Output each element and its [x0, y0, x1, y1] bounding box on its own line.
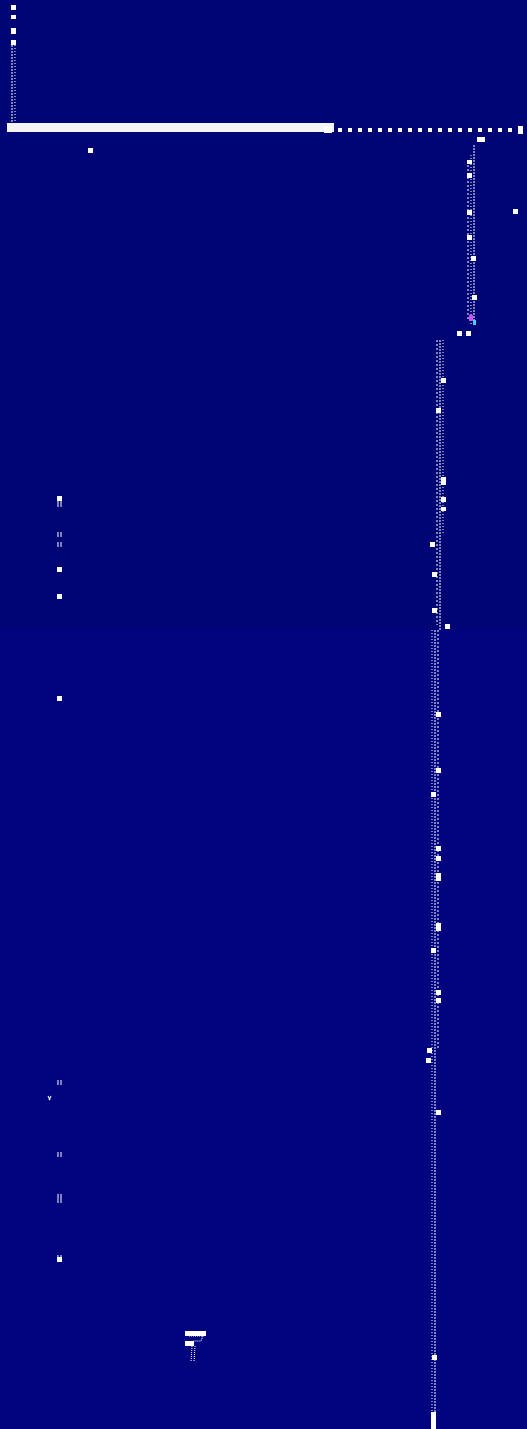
- top-band: [0, 0, 527, 630]
- left-vertical-trace: [11, 5, 16, 125]
- stray-dot: [513, 209, 518, 214]
- bottom-band: [0, 630, 527, 1429]
- stray-dot: [88, 148, 93, 153]
- lower-right-trace: [426, 630, 441, 1429]
- left-column-marks: [47, 496, 62, 1262]
- bar-end-cap: [324, 127, 332, 133]
- dotted-extension: [338, 126, 523, 134]
- middle-right-trace: [430, 340, 450, 630]
- t-shaped-glyph: [185, 1331, 206, 1363]
- horizontal-bar: [7, 123, 334, 132]
- upper-right-trace: [457, 137, 485, 336]
